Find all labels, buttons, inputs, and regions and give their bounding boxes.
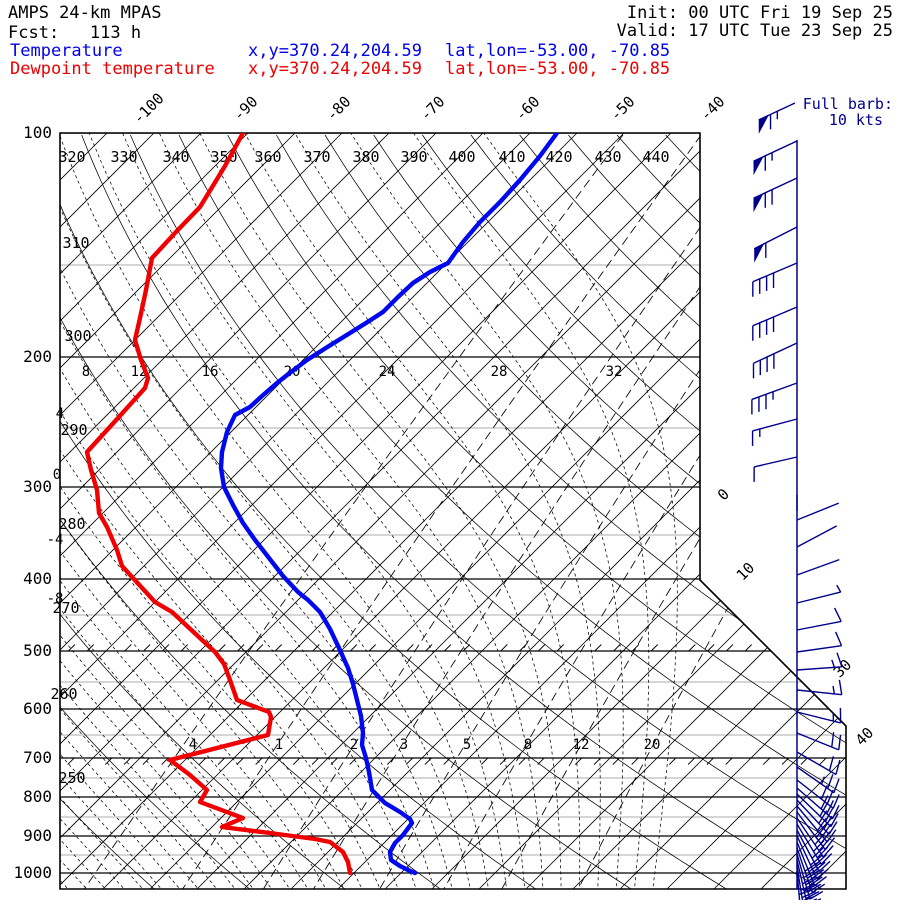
isotherm-label-top: -60 bbox=[512, 93, 544, 125]
forecast-hour: Fcst: 113 h bbox=[8, 23, 142, 43]
isotherm-label-diag: 10 bbox=[733, 559, 759, 585]
pressure-label: 200 bbox=[23, 347, 52, 366]
moist-adiabat-label: 24 bbox=[379, 364, 396, 380]
dry-adiabat-label: 420 bbox=[545, 148, 572, 166]
mixing-ratio-label: 8 bbox=[524, 737, 532, 753]
dry-adiabat-label: 380 bbox=[352, 148, 379, 166]
dewpoint-legend-label: Dewpoint temperature bbox=[10, 59, 215, 79]
dry-adiabat-label: 390 bbox=[400, 148, 427, 166]
isotherm-label-diag: 30 bbox=[830, 656, 856, 682]
model-title: AMPS 24-km MPAS bbox=[8, 3, 162, 23]
dewpoint-xy-readout: x,y=370.24,204.59 bbox=[248, 59, 422, 79]
isotherm-label-top: -80 bbox=[323, 93, 355, 125]
mixing-ratio-label: 4 bbox=[189, 737, 197, 753]
temperature-curve bbox=[218, 133, 560, 876]
dry-adiabat-label: 310 bbox=[62, 234, 89, 252]
dry-adiabat-label: 290 bbox=[60, 421, 87, 439]
dewpoint-latlon: lat,lon=-53.00, -70.85 bbox=[445, 59, 671, 79]
pressure-label: 300 bbox=[23, 477, 52, 496]
mixing-ratio-lines bbox=[82, 134, 846, 889]
isotherm-label-top: -100 bbox=[129, 89, 167, 127]
pressure-label: 100 bbox=[23, 123, 52, 142]
moist-adiabat-label: -8 bbox=[47, 591, 64, 607]
dry-adiabat-label: 440 bbox=[642, 148, 669, 166]
isotherms bbox=[60, 133, 846, 889]
pressure-label: 1000 bbox=[13, 863, 52, 882]
dry-adiabat-label: 400 bbox=[448, 148, 475, 166]
legend-barb-icon bbox=[758, 102, 796, 134]
pressure-label: 400 bbox=[23, 569, 52, 588]
dry-adiabat-label: 360 bbox=[254, 148, 281, 166]
isotherm-label-top: -90 bbox=[230, 93, 262, 125]
dry-adiabat-label: 270 bbox=[52, 599, 79, 617]
moist-adiabat-label: 4 bbox=[56, 406, 64, 422]
dry-adiabat-label: 330 bbox=[110, 148, 137, 166]
moist-adiabat-label: 16 bbox=[202, 364, 219, 380]
dry-adiabat-label: 280 bbox=[58, 515, 85, 533]
pressure-label: 500 bbox=[23, 641, 52, 660]
pressure-label: 800 bbox=[23, 787, 52, 806]
moist-adiabat-label: 0 bbox=[53, 467, 61, 483]
temperature-legend-label: Temperature bbox=[10, 41, 123, 61]
dewpoint-curve bbox=[84, 133, 353, 876]
dry-adiabat-label: 300 bbox=[64, 327, 91, 345]
dry-adiabat-label: 260 bbox=[50, 685, 77, 703]
mixing-ratio-label: 3 bbox=[400, 737, 408, 753]
dry-adiabat-label: 250 bbox=[58, 769, 85, 787]
plot-border bbox=[59, 132, 847, 890]
pressure-label: 700 bbox=[23, 748, 52, 767]
dry-adiabat-label: 340 bbox=[162, 148, 189, 166]
init-time: Init: 00 UTC Fri 19 Sep 25 bbox=[626, 3, 893, 23]
dry-adiabat-label: 410 bbox=[498, 148, 525, 166]
dry-adiabat-label: 370 bbox=[303, 148, 330, 166]
valid-time: Valid: 17 UTC Tue 23 Sep 25 bbox=[616, 21, 893, 41]
pressure-label: 600 bbox=[23, 699, 52, 718]
mixing-ratio-label: 5 bbox=[463, 737, 471, 753]
mixing-ratio-label: 2 bbox=[350, 737, 358, 753]
barb-scale-legend: Full barb: 10 kts bbox=[802, 95, 893, 129]
dry-adiabat-label: 430 bbox=[594, 148, 621, 166]
pressure-label: 900 bbox=[23, 826, 52, 845]
moist-adiabat-label: 28 bbox=[491, 364, 508, 380]
moist-adiabat-label: 32 bbox=[606, 364, 623, 380]
background-lines bbox=[60, 133, 846, 889]
wind-barbs bbox=[751, 140, 843, 900]
isotherm-label-top: -50 bbox=[607, 93, 639, 125]
mixing-ratio-label: 20 bbox=[644, 737, 661, 753]
temperature-xy-readout: x,y=370.24,204.59 bbox=[248, 41, 422, 61]
moist-adiabat-label: -4 bbox=[47, 532, 64, 548]
moist-adiabats bbox=[60, 133, 678, 889]
isotherm-label-top: -70 bbox=[417, 93, 449, 125]
moist-adiabat-label: 8 bbox=[82, 364, 90, 380]
temperature-latlon: lat,lon=-53.00, -70.85 bbox=[445, 41, 671, 61]
mixing-ratio-label: 12 bbox=[573, 737, 590, 753]
isotherm-label-diag: 0 bbox=[714, 485, 733, 504]
isotherm-label-top: -40 bbox=[697, 93, 729, 125]
isotherm-label-diag: 40 bbox=[852, 724, 878, 750]
mixing-ratio-label: 1 bbox=[275, 737, 283, 753]
dry-adiabat-label: 320 bbox=[58, 148, 85, 166]
